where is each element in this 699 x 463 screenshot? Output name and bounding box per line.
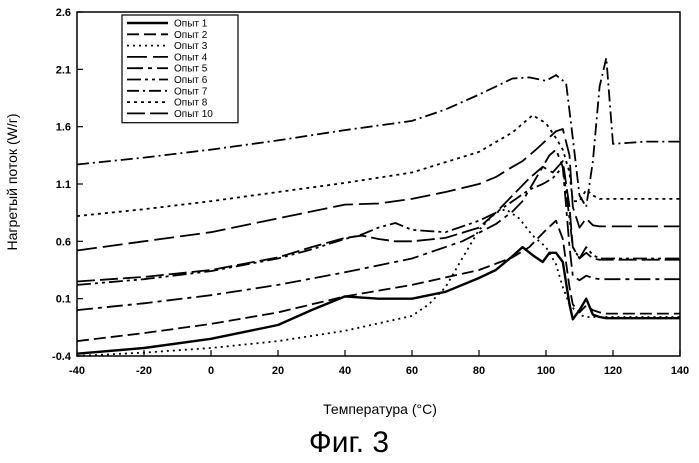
y-tick-label: 2.1 bbox=[56, 64, 71, 76]
x-tick-label: 0 bbox=[208, 365, 214, 377]
legend-label: Опыт 6 bbox=[174, 75, 208, 86]
y-tick-label: 0.1 bbox=[56, 294, 71, 306]
legend-label: Опыт 3 bbox=[174, 41, 208, 52]
legend-label: Опыт 4 bbox=[174, 52, 208, 63]
x-tick-label: -40 bbox=[69, 365, 85, 377]
x-tick-label: 40 bbox=[339, 365, 351, 377]
series-line bbox=[77, 150, 680, 311]
legend-label: Опыт 5 bbox=[174, 64, 208, 75]
y-tick-label: 1.1 bbox=[56, 179, 71, 191]
x-tick-label: 120 bbox=[604, 365, 622, 377]
legend-label: Опыт 8 bbox=[174, 98, 208, 109]
legend-label: Опыт 1 bbox=[174, 19, 208, 30]
x-tick-label: -20 bbox=[136, 365, 152, 377]
x-tick-label: 80 bbox=[473, 365, 485, 377]
x-tick-label: 140 bbox=[671, 365, 689, 377]
y-tick-label: 2.6 bbox=[56, 7, 71, 19]
y-tick-label: -0.4 bbox=[52, 351, 72, 363]
x-tick-label: 100 bbox=[537, 365, 555, 377]
series-line bbox=[77, 115, 680, 216]
y-axis-label: Нагретый поток (W/г) bbox=[4, 114, 20, 251]
legend-label: Опыт 10 bbox=[174, 109, 213, 120]
x-axis-label: Температура (°C) bbox=[323, 401, 437, 417]
series-line bbox=[77, 209, 680, 356]
y-tick-label: 0.6 bbox=[56, 236, 71, 248]
y-tick-label: 1.6 bbox=[56, 122, 71, 134]
x-tick-label: 20 bbox=[272, 365, 284, 377]
legend-label: Опыт 2 bbox=[174, 30, 208, 41]
legend-label: Опыт 7 bbox=[174, 86, 208, 97]
figure-caption: Фиг. 3 bbox=[309, 426, 389, 459]
x-tick-label: 60 bbox=[406, 365, 418, 377]
